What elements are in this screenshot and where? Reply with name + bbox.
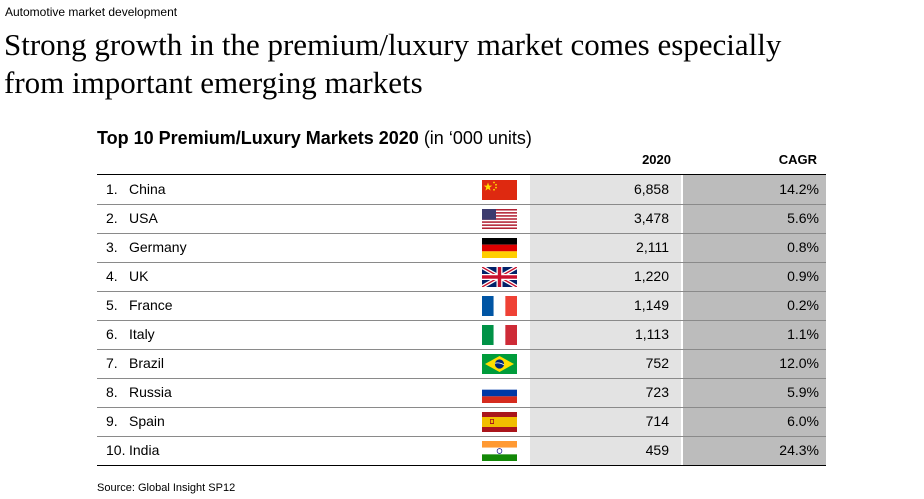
value-2020-cell: 1,149 bbox=[633, 297, 669, 313]
cagr-cell: 6.0% bbox=[787, 413, 819, 429]
section-kicker: Automotive market development bbox=[5, 5, 178, 19]
table-row: 7. Brazil 752 12.0% bbox=[97, 349, 826, 379]
uk-flag-icon bbox=[482, 267, 517, 287]
value-2020-cell: 1,113 bbox=[635, 326, 669, 342]
country-cell: India bbox=[129, 442, 160, 458]
spain-flag-icon bbox=[482, 412, 517, 432]
table-row: 2. USA 3,478 5.6% bbox=[97, 204, 826, 234]
value-2020-cell: 2,111 bbox=[636, 239, 669, 255]
rank-cell: 8. bbox=[106, 384, 118, 400]
brazil-flag-icon bbox=[482, 354, 517, 374]
table-top-rule bbox=[97, 174, 826, 175]
value-2020-cell: 459 bbox=[645, 442, 669, 458]
rank-cell: 2. bbox=[106, 210, 118, 226]
country-cell: Spain bbox=[129, 413, 165, 429]
france-flag-icon bbox=[482, 296, 517, 316]
country-cell: Italy bbox=[129, 326, 155, 342]
rank-cell: 3. bbox=[106, 239, 118, 255]
table-row: 10. India 459 24.3% bbox=[97, 436, 826, 466]
rank-cell: 7. bbox=[106, 355, 118, 371]
value-2020-cell: 752 bbox=[645, 355, 669, 371]
source-note: Source: Global Insight SP12 bbox=[97, 482, 236, 494]
country-cell: Brazil bbox=[129, 355, 165, 371]
table-title-main: Top 10 Premium/Luxury Markets 2020 bbox=[97, 128, 419, 148]
usa-flag-icon bbox=[482, 209, 517, 229]
table-row: 3. Germany 2,111 0.8% bbox=[97, 233, 826, 263]
table-title-unit: (in ‘000 units) bbox=[423, 128, 532, 148]
china-flag-icon bbox=[482, 180, 517, 200]
cagr-cell: 0.9% bbox=[787, 268, 819, 284]
rank-cell: 4. bbox=[106, 268, 118, 284]
cagr-cell: 5.9% bbox=[787, 384, 819, 400]
value-2020-cell: 723 bbox=[645, 384, 669, 400]
table-row: 8. Russia 723 5.9% bbox=[97, 378, 826, 408]
country-cell: China bbox=[129, 181, 166, 197]
cagr-cell: 0.2% bbox=[787, 297, 819, 313]
italy-flag-icon bbox=[482, 325, 517, 345]
rank-cell: 1. bbox=[106, 181, 118, 197]
headline-line-1: Strong growth in the premium/luxury mark… bbox=[4, 27, 782, 62]
rank-cell: 5. bbox=[106, 297, 118, 313]
country-cell: Germany bbox=[129, 239, 187, 255]
cagr-cell: 24.3% bbox=[779, 442, 819, 458]
table-row: 9. Spain 714 6.0% bbox=[97, 407, 826, 437]
cagr-cell: 5.6% bbox=[787, 210, 819, 226]
table-row: 1. China 6,858 14.2% bbox=[97, 175, 826, 205]
headline-line-2: from important emerging markets bbox=[4, 65, 423, 100]
country-cell: USA bbox=[129, 210, 158, 226]
page-headline: Strong growth in the premium/luxury mark… bbox=[4, 26, 904, 102]
value-2020-cell: 3,478 bbox=[633, 210, 669, 226]
country-cell: UK bbox=[129, 268, 149, 284]
value-2020-cell: 6,858 bbox=[633, 181, 669, 197]
table-row: 4. UK 1,220 0.9% bbox=[97, 262, 826, 292]
cagr-cell: 12.0% bbox=[779, 355, 819, 371]
rank-cell: 6. bbox=[106, 326, 118, 342]
column-header-cagr: CAGR bbox=[778, 152, 817, 167]
country-cell: France bbox=[129, 297, 173, 313]
table-title: Top 10 Premium/Luxury Markets 2020 (in ‘… bbox=[97, 128, 532, 149]
rank-cell: 10. bbox=[106, 442, 126, 458]
germany-flag-icon bbox=[482, 238, 517, 258]
cagr-cell: 14.2% bbox=[779, 181, 819, 197]
cagr-cell: 1.1% bbox=[787, 326, 819, 342]
country-cell: Russia bbox=[129, 384, 172, 400]
india-flag-icon bbox=[482, 441, 517, 461]
rank-cell: 9. bbox=[106, 413, 118, 429]
table-row: 5. France 1,149 0.2% bbox=[97, 291, 826, 321]
russia-flag-icon bbox=[482, 383, 517, 403]
column-header-2020: 2020 bbox=[642, 152, 671, 167]
table-row: 6. Italy 1,113 1.1% bbox=[97, 320, 826, 350]
value-2020-cell: 714 bbox=[645, 413, 669, 429]
cagr-cell: 0.8% bbox=[787, 239, 819, 255]
value-2020-cell: 1,220 bbox=[633, 268, 669, 284]
